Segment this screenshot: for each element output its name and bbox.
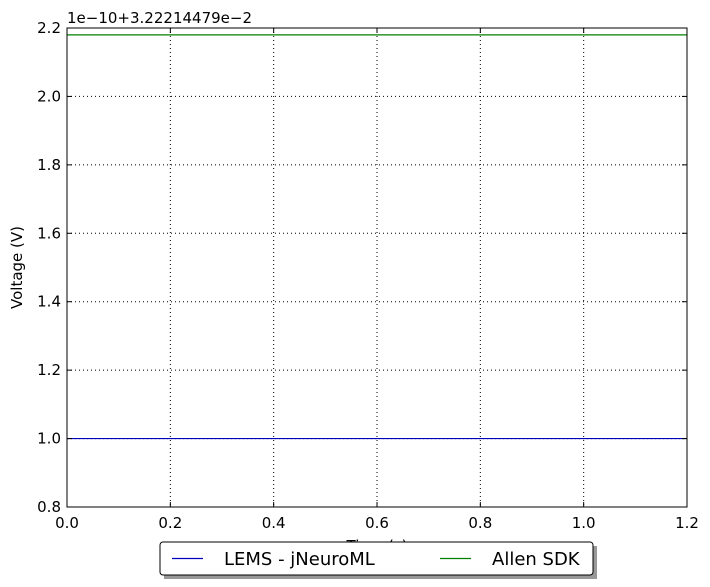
x-tick-label: 1.2 (675, 514, 699, 532)
y-tick-labels: 0.8 1.0 1.2 1.4 1.6 1.8 2.0 2.2 (37, 19, 61, 516)
y-tick-label: 2.0 (37, 87, 61, 105)
y-tick-label: 1.0 (37, 430, 61, 448)
plot-background (67, 28, 687, 507)
x-tick-label: 0.2 (158, 514, 182, 532)
y-tick-label: 2.2 (37, 19, 61, 37)
offset-label: 1e−10+3.22214479e−2 (67, 9, 252, 27)
x-tick-label: 0.0 (55, 514, 79, 532)
x-tick-label: 0.8 (468, 514, 492, 532)
x-tick-label: 0.6 (365, 514, 389, 532)
ticks (66, 27, 688, 508)
x-tick-label: 0.4 (262, 514, 286, 532)
x-tick-labels: 0.0 0.2 0.4 0.6 0.8 1.0 1.2 (55, 514, 699, 532)
y-tick-label: 0.8 (37, 498, 61, 516)
legend-label-0: LEMS - jNeuroML (224, 549, 375, 570)
legend-box (159, 541, 594, 576)
legend: LEMS - jNeuroML Allen SDK (159, 541, 597, 579)
series-lines (67, 34, 687, 440)
y-tick-label: 1.4 (37, 293, 61, 311)
y-axis-label: Voltage (V) (8, 226, 26, 309)
x-tick-label: 1.0 (572, 514, 596, 532)
y-tick-label: 1.8 (37, 156, 61, 174)
legend-label-1: Allen SDK (492, 549, 581, 570)
y-tick-label: 1.2 (37, 361, 61, 379)
y-tick-label: 1.6 (37, 224, 61, 242)
